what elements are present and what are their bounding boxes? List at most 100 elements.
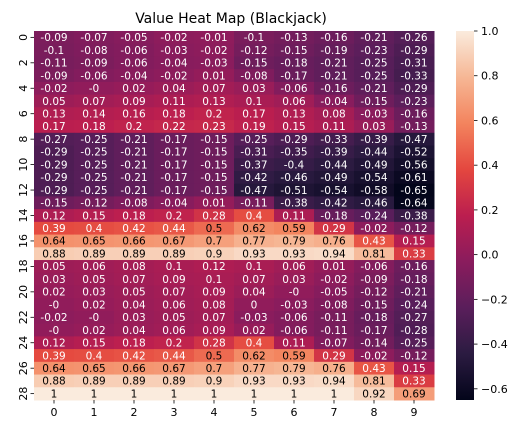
heatmap-cell: [194, 69, 235, 83]
cell-value-label: -0.31: [240, 147, 267, 159]
cell-value-label: -0.33: [400, 70, 427, 82]
heatmap-cell: [74, 170, 115, 185]
cell-value-label: 1: [331, 388, 338, 400]
cell-value-label: 0.18: [122, 210, 145, 222]
heatmap-cell: [114, 69, 155, 83]
cell-value-label: -0.25: [80, 185, 107, 197]
cell-value-label: -0.21: [120, 159, 147, 171]
cell-value-label: 0.76: [322, 363, 346, 375]
cell-value-label: -0.06: [280, 312, 307, 324]
heatmap-cell: [314, 285, 355, 299]
heatmap-cell: [34, 183, 75, 197]
cell-value-label: -0: [49, 299, 59, 311]
cell-value-label: -0.15: [360, 96, 387, 108]
cell-value-label: 0.92: [362, 388, 385, 400]
heatmap-cell: [194, 361, 235, 376]
heatmap-cell: [74, 132, 115, 147]
heatmap-cell: [234, 120, 275, 134]
cell-value-label: -0.44: [360, 147, 387, 159]
cell-value-label: 0.66: [122, 363, 146, 375]
heatmap-cell: [114, 298, 155, 312]
cell-value-label: -0.11: [320, 325, 347, 337]
heatmap-cell: [194, 120, 235, 134]
heatmap-cell: [154, 285, 195, 299]
cell-value-label: 0.4: [86, 223, 103, 235]
heatmap-cell: [74, 56, 115, 70]
heatmap-cell: [234, 387, 275, 401]
heatmap-cell: [114, 247, 155, 261]
heatmap-cell: [74, 31, 115, 45]
heatmap-cell: [234, 247, 275, 261]
heatmap-cell: [394, 387, 435, 401]
cell-value-label: 0.12: [42, 338, 65, 350]
cell-value-label: -0.15: [200, 185, 227, 197]
cell-value-label: 0.03: [362, 121, 385, 133]
cell-value-label: -0.21: [360, 32, 387, 44]
y-tick-label: 22: [17, 310, 30, 324]
cell-value-label: -0.02: [200, 45, 227, 57]
cell-value-label: 0.02: [82, 299, 105, 311]
x-tick-label: 4: [211, 406, 218, 419]
heatmap-cell: [234, 349, 275, 363]
heatmap-cell: [154, 31, 195, 45]
cell-value-label: 0.08: [322, 109, 345, 121]
cell-value-label: -0.09: [360, 274, 387, 286]
heatmap-cell: [154, 69, 195, 83]
heatmap-cell: [354, 94, 395, 108]
heatmap-cell: [194, 145, 235, 159]
cell-value-label: -0.17: [160, 185, 187, 197]
cell-value-label: 0.89: [82, 248, 105, 260]
cell-value-label: 0.9: [206, 248, 223, 260]
heatmap-cell: [354, 145, 395, 159]
cell-value-label: -0.06: [120, 58, 147, 70]
cell-value-label: -0.39: [360, 134, 387, 146]
cell-value-label: -0.03: [200, 58, 227, 70]
cell-value-label: 0.4: [246, 338, 263, 350]
heatmap-cell: [74, 310, 115, 325]
cell-value-label: 0.09: [122, 96, 145, 108]
cell-value-label: 0.06: [162, 299, 186, 311]
cell-value-label: -0.08: [120, 198, 147, 210]
heatmap-cell: [274, 183, 315, 197]
colorbar: 1.0 0.8 0.6 0.4 0.2 0.0 −0.2 −0.4 −0.6: [456, 25, 508, 400]
cell-value-label: -0.47: [240, 185, 267, 197]
heatmap-cell: [394, 323, 435, 337]
heatmap-cell: [194, 94, 235, 108]
heatmap-cell: [34, 158, 75, 172]
cell-value-label: 0.05: [82, 274, 105, 286]
heatmap-cell: [354, 272, 395, 286]
heatmap-cell: [354, 209, 395, 223]
cell-value-label: -0.04: [160, 198, 187, 210]
heatmap-cell: [74, 183, 115, 197]
cell-value-label: 0.11: [162, 96, 185, 108]
cell-value-label: -0.18: [400, 274, 427, 286]
cell-value-label: 0.4: [86, 350, 103, 362]
heatmap-cell: [234, 170, 275, 185]
heatmap-cell: [154, 209, 195, 223]
cell-value-label: 0.05: [42, 96, 65, 108]
cell-value-label: 0.07: [242, 274, 265, 286]
heatmap-cell: [34, 272, 75, 286]
cell-value-label: -0.61: [400, 172, 427, 184]
heatmap-cell: [34, 285, 75, 299]
heatmap-cell: [394, 43, 435, 57]
heatmap-cell: [234, 336, 275, 350]
heatmap-cell: [314, 120, 355, 134]
cell-value-label: -0.09: [80, 58, 107, 70]
heatmap-cell: [34, 81, 75, 96]
cell-value-label: -0.37: [240, 159, 267, 171]
cell-value-label: -0.24: [360, 210, 387, 222]
cell-value-label: -0.44: [320, 159, 347, 171]
cell-value-label: -0.29: [40, 159, 67, 171]
cell-value-label: -0.47: [400, 134, 427, 146]
heatmap-cell: [114, 234, 155, 248]
cell-value-label: -0.35: [280, 147, 307, 159]
cell-value-label: -0.03: [240, 312, 267, 324]
y-tick-label: 14: [17, 209, 30, 223]
cell-value-label: 0.2: [166, 210, 183, 222]
heatmap-cell: [314, 56, 355, 70]
y-tick-label: 26: [17, 361, 30, 375]
heatmap-cell: [274, 234, 315, 248]
cell-value-label: 0.93: [282, 248, 305, 260]
heatmap-cell: [354, 81, 395, 96]
